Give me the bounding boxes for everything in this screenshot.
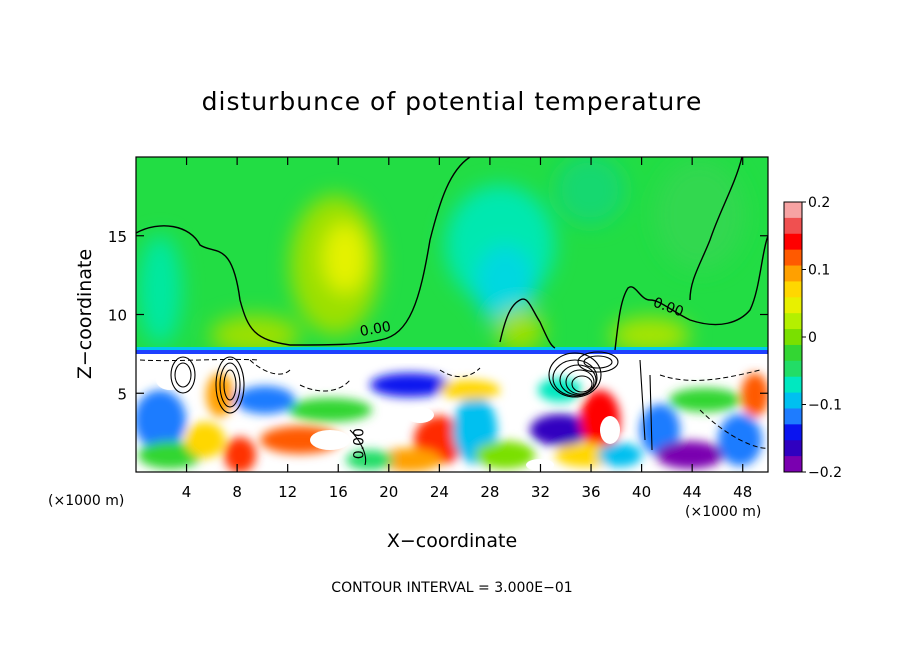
chart-title: disturbunce of potential temperature bbox=[202, 87, 703, 116]
x-tick-label: 4 bbox=[182, 483, 192, 501]
colorbar: 0.2 0.1 0 −0.1 −0.2 bbox=[783, 195, 842, 481]
colorbar-segment bbox=[784, 281, 802, 298]
colorbar-segment bbox=[784, 217, 802, 235]
y-tick-label: 10 bbox=[108, 307, 127, 325]
colorbar-segment bbox=[784, 456, 802, 473]
colorbar-segment bbox=[784, 265, 802, 282]
inversion-band bbox=[136, 347, 768, 350]
x-tick-label: 32 bbox=[531, 483, 550, 501]
contour-label: 0.00 bbox=[352, 428, 368, 459]
lower-field bbox=[136, 354, 768, 472]
x-axis: 4 8 12 16 20 24 28 32 36 40 44 48 bbox=[182, 157, 752, 501]
colorbar-tick-label: 0.2 bbox=[808, 195, 830, 211]
x-unit-right: (×1000 m) bbox=[685, 504, 761, 520]
colorbar-tick-label: 0 bbox=[808, 330, 817, 346]
x-tick-label: 8 bbox=[232, 483, 242, 501]
colorbar-segment bbox=[784, 329, 802, 346]
y-axis: 5 10 15 bbox=[108, 228, 768, 403]
contour-lines bbox=[136, 157, 768, 351]
contour-interval-note: CONTOUR INTERVAL = 3.000E−01 bbox=[331, 580, 572, 596]
x-tick-label: 20 bbox=[379, 483, 398, 501]
x-tick-label: 36 bbox=[581, 483, 600, 501]
contour-label: 0.00 bbox=[359, 319, 392, 340]
x-tick-label: 44 bbox=[683, 483, 702, 501]
x-tick-label: 16 bbox=[329, 483, 348, 501]
colorbar-segment bbox=[784, 440, 802, 457]
colorbar-tick-label: −0.2 bbox=[808, 465, 842, 481]
colorbar-tick-label: −0.1 bbox=[808, 398, 842, 414]
colorbar-segment bbox=[784, 392, 802, 409]
colorbar-segment bbox=[784, 313, 802, 330]
x-tick-label: 28 bbox=[480, 483, 499, 501]
y-tick-label: 15 bbox=[108, 228, 127, 246]
y-tick-label: 5 bbox=[117, 385, 127, 403]
colorbar-segment bbox=[784, 376, 802, 394]
x-tick-label: 12 bbox=[278, 483, 297, 501]
x-unit-left: (×1000 m) bbox=[48, 493, 124, 509]
colorbar-segment bbox=[784, 249, 802, 267]
colorbar-segment bbox=[784, 424, 802, 441]
y-axis-label: Z−coordinate bbox=[74, 249, 96, 379]
dashed-contours bbox=[139, 358, 768, 449]
colorbar-segment bbox=[784, 297, 802, 314]
colorbar-tick-label: 0.1 bbox=[808, 263, 830, 279]
colorbar-segment bbox=[784, 408, 802, 425]
x-tick-label: 48 bbox=[733, 483, 752, 501]
colorbar-segment bbox=[784, 233, 802, 251]
colorbar-segment bbox=[784, 344, 802, 362]
colorbar-segment bbox=[784, 202, 802, 219]
x-tick-label: 24 bbox=[430, 483, 449, 501]
contour-clusters bbox=[170, 351, 653, 466]
x-tick-label: 40 bbox=[632, 483, 651, 501]
plot-area: 0.000.000.00 bbox=[136, 157, 768, 472]
colorbar-segment bbox=[784, 360, 802, 378]
upper-field bbox=[136, 157, 768, 353]
x-axis-label: X−coordinate bbox=[387, 530, 517, 552]
